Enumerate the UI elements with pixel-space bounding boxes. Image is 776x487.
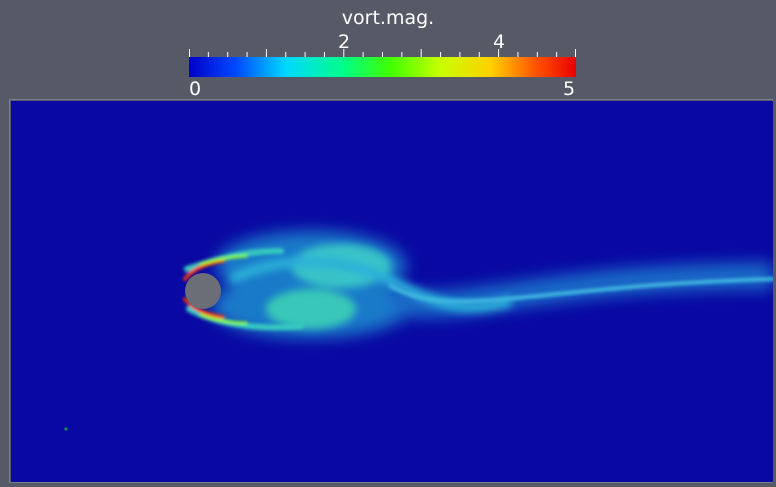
colorbar-title: vort.mag.	[341, 7, 435, 29]
colorbar-max-label: 5	[562, 78, 576, 100]
cylinder-obstacle	[185, 273, 221, 309]
vorticity-field	[11, 101, 773, 482]
colorbar-gradient	[189, 57, 576, 77]
colorbar-mid-label-2: 2	[337, 31, 351, 53]
colorbar-min-label: 0	[188, 78, 202, 100]
colorbar-mid-label-4: 4	[492, 31, 506, 53]
